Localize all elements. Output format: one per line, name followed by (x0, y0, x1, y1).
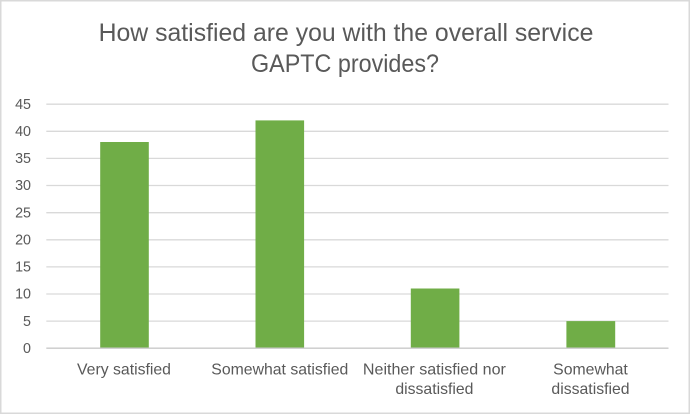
svg-text:15: 15 (15, 260, 31, 276)
svg-text:Very satisfied: Very satisfied (77, 362, 171, 379)
svg-text:Somewhat: Somewhat (553, 362, 628, 379)
svg-text:0: 0 (23, 341, 31, 357)
svg-text:5: 5 (23, 314, 31, 330)
svg-text:40: 40 (15, 124, 31, 140)
svg-text:Neither satisfied nor: Neither satisfied nor (363, 362, 506, 379)
svg-text:10: 10 (15, 287, 31, 303)
svg-text:dissatisfied: dissatisfied (551, 381, 629, 398)
svg-text:How satisfied are you with the: How satisfied are you with the overall s… (99, 20, 594, 47)
svg-text:20: 20 (15, 233, 31, 249)
svg-text:35: 35 (15, 151, 31, 167)
svg-text:25: 25 (15, 205, 31, 221)
svg-text:GAPTC provides?: GAPTC provides? (251, 51, 439, 78)
svg-text:Somewhat satisfied: Somewhat satisfied (211, 362, 348, 379)
svg-text:45: 45 (15, 97, 31, 113)
svg-text:dissatisfied: dissatisfied (395, 381, 473, 398)
svg-text:30: 30 (15, 178, 31, 194)
